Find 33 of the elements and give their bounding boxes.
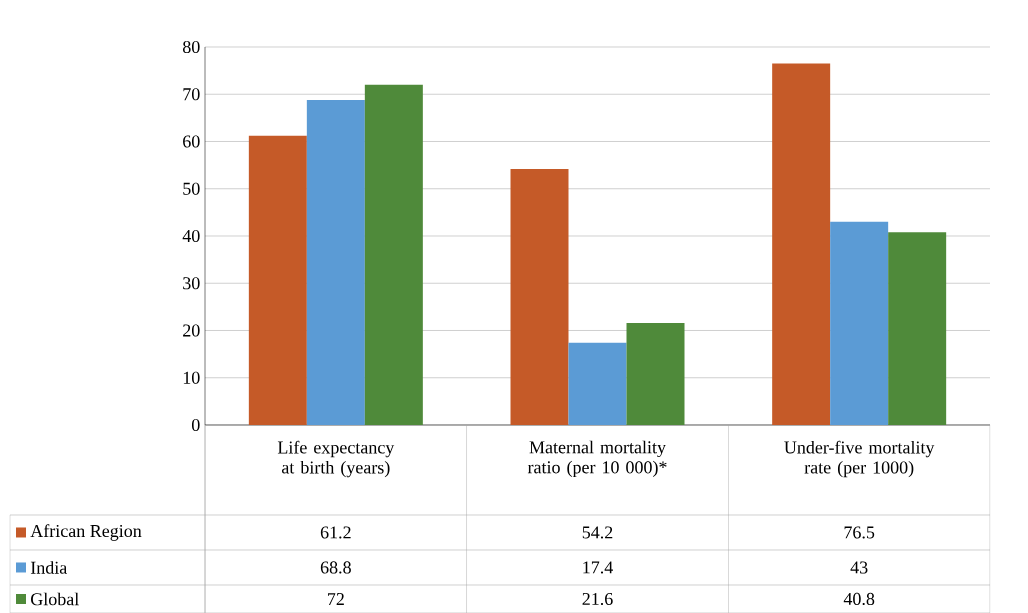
data-label: 76.5 xyxy=(844,526,875,539)
y-tick-label: 60 xyxy=(183,135,200,148)
x-tick-label: Under-five mortality rate (per 1000) xyxy=(784,440,935,478)
bar xyxy=(830,221,889,425)
legend-label: African Region xyxy=(30,524,142,541)
y-tick-label: 70 xyxy=(183,88,200,101)
data-label: 17.4 xyxy=(583,561,613,574)
y-tick-label: 20 xyxy=(183,324,200,337)
bar xyxy=(772,63,831,425)
bar xyxy=(248,135,307,425)
bar xyxy=(364,84,423,425)
data-label: 40.8 xyxy=(843,592,875,606)
y-tick-label: 80 xyxy=(182,40,200,54)
data-label: 61.2 xyxy=(320,526,351,539)
bar xyxy=(568,342,627,425)
legend-label: Global xyxy=(31,592,79,606)
y-tick-label: 50 xyxy=(183,182,200,195)
legend-label: India xyxy=(30,561,68,574)
bar xyxy=(306,99,365,425)
bar xyxy=(888,232,947,425)
data-label: 21.6 xyxy=(582,592,613,606)
x-tick-label: Life expectancy at birth (years) xyxy=(277,440,395,478)
data-label: 72 xyxy=(328,593,344,605)
y-tick-label: 40 xyxy=(182,229,200,243)
bar xyxy=(510,168,569,425)
data-label: 68.8 xyxy=(320,561,351,574)
y-tick-label: 30 xyxy=(183,277,200,290)
data-label: 43 xyxy=(850,561,868,574)
bar xyxy=(626,322,685,425)
y-tick-label: 0 xyxy=(191,418,200,432)
y-tick-label: 10 xyxy=(183,371,200,384)
data-label: 54.2 xyxy=(582,526,613,539)
x-tick-label: Maternal mortality ratio (per 10 000)* xyxy=(527,440,667,478)
